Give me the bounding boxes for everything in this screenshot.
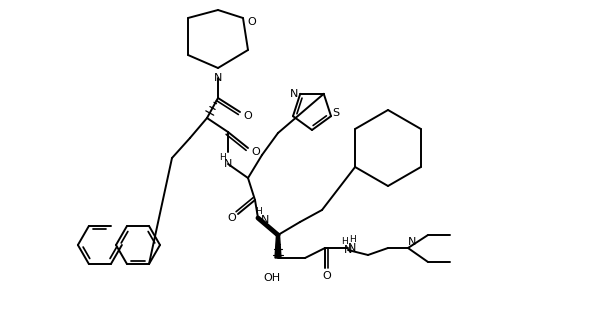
Text: N: N	[290, 89, 299, 99]
Text: O: O	[322, 271, 331, 281]
Text: N: N	[348, 243, 356, 253]
Polygon shape	[275, 235, 281, 258]
Polygon shape	[258, 218, 280, 235]
Text: O: O	[243, 111, 252, 121]
Text: N: N	[408, 237, 416, 247]
Text: O: O	[228, 213, 236, 223]
Text: O: O	[252, 147, 261, 157]
Text: OH: OH	[264, 273, 281, 283]
Text: N: N	[344, 245, 352, 255]
Text: H: H	[255, 208, 261, 216]
Text: S: S	[333, 108, 340, 118]
Text: O: O	[248, 17, 256, 27]
Text: N: N	[261, 215, 269, 225]
Text: N: N	[224, 159, 232, 169]
Text: N: N	[214, 73, 222, 83]
Text: H: H	[349, 235, 355, 245]
Text: H: H	[342, 238, 349, 247]
Text: H: H	[218, 154, 226, 163]
